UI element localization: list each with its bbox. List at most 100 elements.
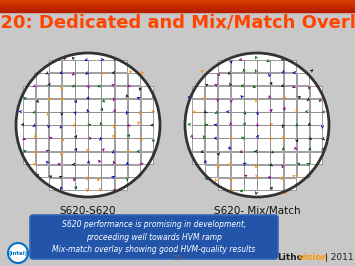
Bar bbox=[244, 139, 257, 151]
Bar bbox=[102, 152, 114, 164]
Circle shape bbox=[185, 53, 329, 197]
Bar bbox=[115, 99, 127, 111]
Bar bbox=[88, 165, 101, 177]
Bar bbox=[297, 139, 309, 151]
Bar bbox=[0, 6, 355, 7]
Bar bbox=[310, 125, 322, 138]
Bar bbox=[231, 99, 244, 111]
Bar bbox=[284, 139, 296, 151]
Bar bbox=[23, 112, 35, 124]
Bar bbox=[23, 99, 35, 111]
Bar bbox=[75, 86, 88, 98]
Bar bbox=[128, 152, 140, 164]
Bar bbox=[244, 165, 257, 177]
Text: S620-S620: S620-S620 bbox=[60, 206, 116, 216]
Bar bbox=[36, 125, 48, 138]
Bar bbox=[271, 125, 283, 138]
Bar bbox=[297, 125, 309, 138]
Bar bbox=[271, 152, 283, 164]
Bar bbox=[62, 60, 75, 72]
Bar bbox=[49, 152, 61, 164]
Bar bbox=[49, 60, 61, 72]
Bar bbox=[49, 86, 61, 98]
Bar bbox=[218, 99, 230, 111]
Bar bbox=[102, 139, 114, 151]
Bar bbox=[231, 165, 244, 177]
Bar bbox=[218, 112, 230, 124]
Bar bbox=[271, 178, 283, 190]
Bar bbox=[284, 60, 296, 72]
Bar bbox=[0, 10, 355, 11]
Bar bbox=[62, 152, 75, 164]
Bar bbox=[88, 73, 101, 85]
Bar bbox=[257, 112, 270, 124]
Bar bbox=[192, 99, 204, 111]
Bar bbox=[192, 112, 204, 124]
Text: Litho: Litho bbox=[277, 253, 303, 263]
Bar bbox=[141, 152, 153, 164]
Bar bbox=[257, 165, 270, 177]
Bar bbox=[115, 165, 127, 177]
Text: | 2011: | 2011 bbox=[322, 253, 354, 263]
Bar bbox=[75, 60, 88, 72]
Bar bbox=[102, 73, 114, 85]
Bar bbox=[257, 86, 270, 98]
Bar bbox=[0, 3, 355, 4]
Bar bbox=[102, 112, 114, 124]
Bar bbox=[49, 165, 61, 177]
Bar bbox=[36, 165, 48, 177]
Bar bbox=[75, 112, 88, 124]
Bar bbox=[310, 86, 322, 98]
Bar bbox=[231, 60, 244, 72]
Bar bbox=[75, 152, 88, 164]
Bar bbox=[62, 86, 75, 98]
Bar bbox=[62, 139, 75, 151]
Bar bbox=[284, 99, 296, 111]
Bar bbox=[257, 99, 270, 111]
Bar bbox=[297, 165, 309, 177]
Bar bbox=[257, 73, 270, 85]
Bar bbox=[244, 178, 257, 190]
Bar bbox=[244, 152, 257, 164]
Bar bbox=[115, 178, 127, 190]
Bar bbox=[62, 73, 75, 85]
Bar bbox=[128, 73, 140, 85]
Bar bbox=[36, 86, 48, 98]
Bar bbox=[231, 139, 244, 151]
Bar bbox=[244, 125, 257, 138]
Bar bbox=[218, 178, 230, 190]
Bar bbox=[88, 112, 101, 124]
Bar bbox=[0, 9, 355, 10]
Bar bbox=[36, 73, 48, 85]
Bar bbox=[284, 73, 296, 85]
Bar bbox=[0, 11, 355, 12]
Bar bbox=[192, 125, 204, 138]
Bar bbox=[244, 60, 257, 72]
Bar bbox=[102, 99, 114, 111]
Bar bbox=[0, 8, 355, 9]
Bar bbox=[205, 165, 217, 177]
Bar bbox=[218, 139, 230, 151]
Bar bbox=[205, 99, 217, 111]
Bar bbox=[102, 125, 114, 138]
Bar bbox=[205, 73, 217, 85]
Bar bbox=[128, 112, 140, 124]
Bar bbox=[231, 86, 244, 98]
Bar bbox=[115, 125, 127, 138]
Bar bbox=[88, 60, 101, 72]
Bar bbox=[244, 112, 257, 124]
Bar bbox=[218, 152, 230, 164]
Bar bbox=[218, 165, 230, 177]
Bar bbox=[205, 125, 217, 138]
Bar bbox=[128, 99, 140, 111]
Bar bbox=[75, 139, 88, 151]
Bar bbox=[0, 5, 355, 6]
Bar bbox=[23, 152, 35, 164]
Bar bbox=[231, 125, 244, 138]
Bar bbox=[257, 152, 270, 164]
Bar bbox=[62, 112, 75, 124]
Bar bbox=[284, 125, 296, 138]
Bar bbox=[88, 99, 101, 111]
Bar bbox=[0, 7, 355, 8]
Bar bbox=[192, 139, 204, 151]
